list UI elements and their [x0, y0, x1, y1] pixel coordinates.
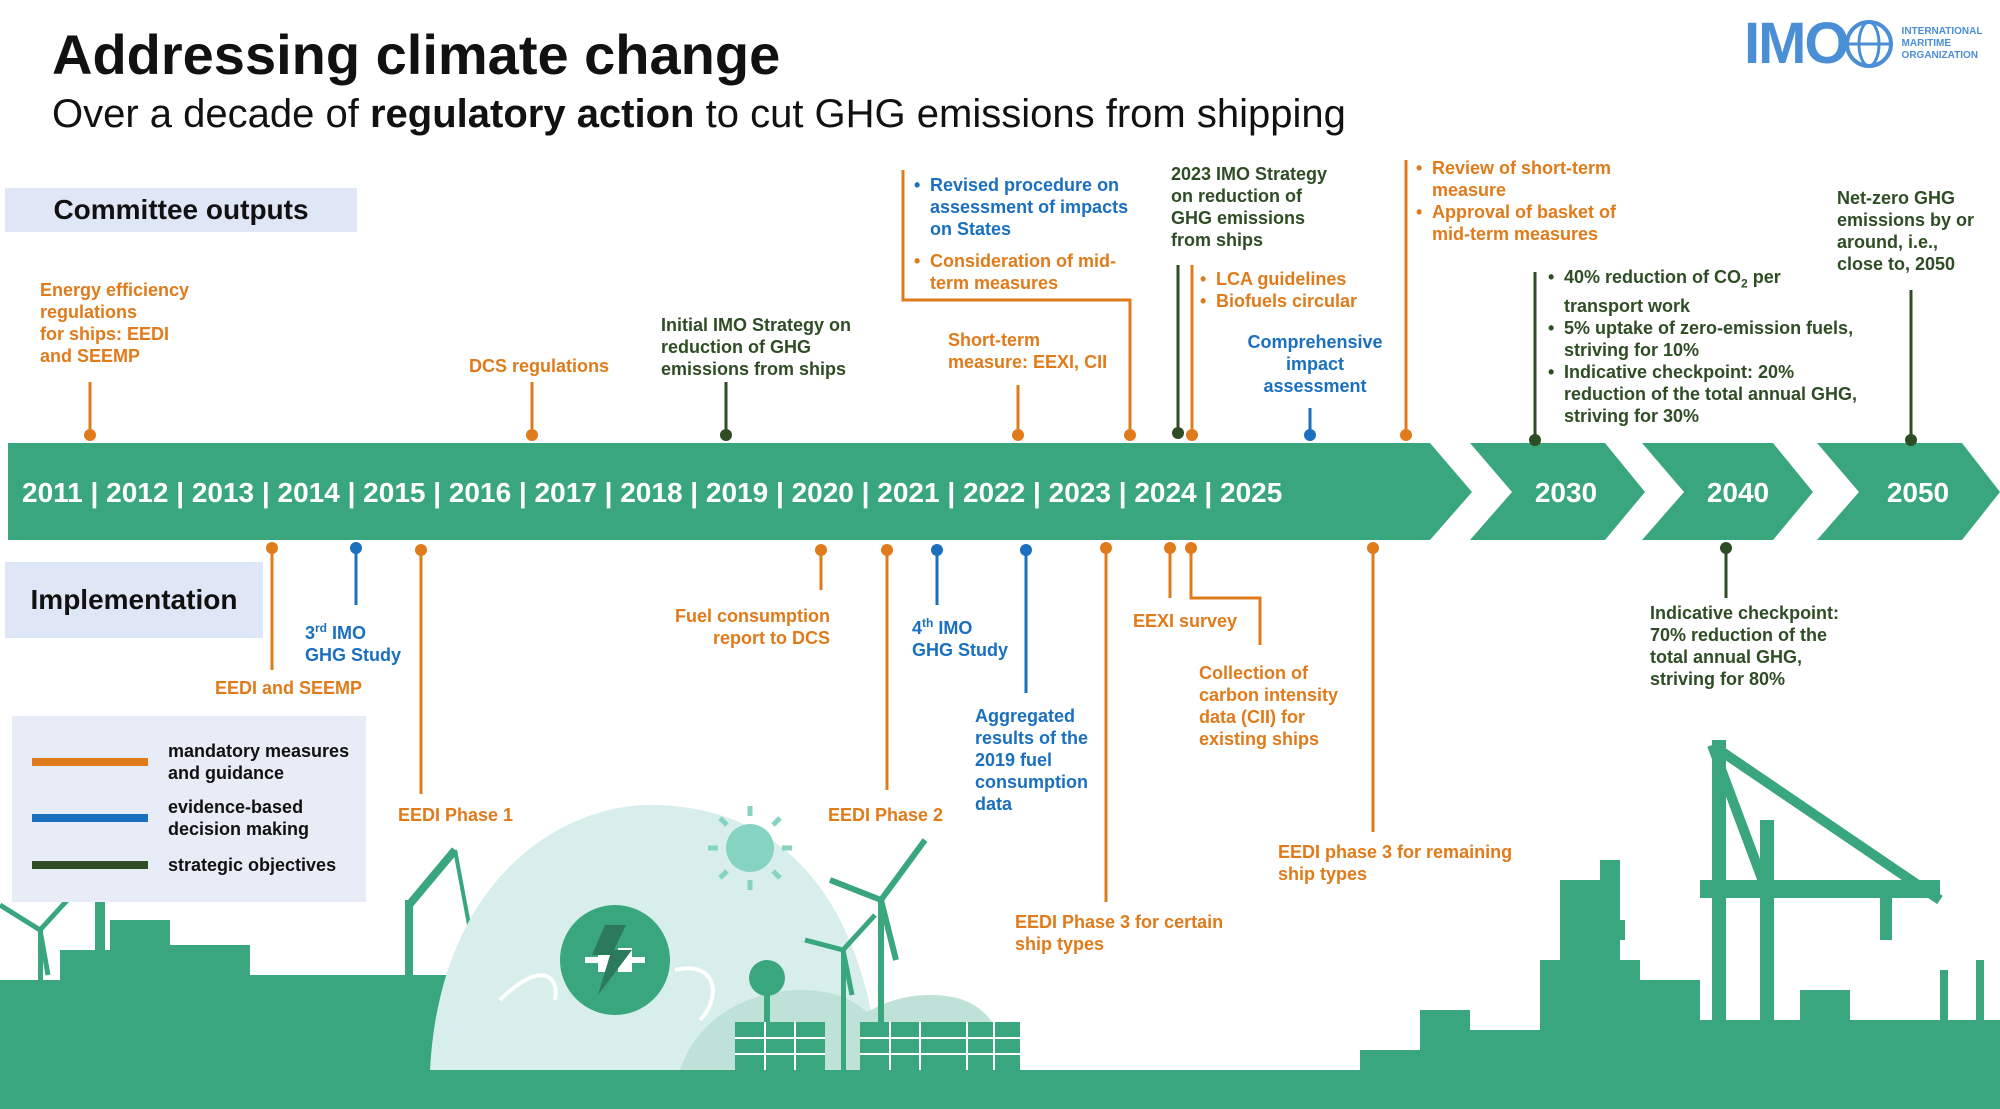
goal-zero-emission-fuels: 5% uptake of zero-emission fuels,strivin…: [1548, 317, 1857, 361]
year-2030: 2030: [1535, 477, 1597, 508]
label-eedi-phase-1: EEDI Phase 1: [398, 805, 514, 825]
committee-outputs-tag: Committee outputs: [5, 188, 357, 232]
label-cii-collection: Collection of carbon intensity data (CII) …: [1199, 663, 1339, 749]
implementation-tag: Implementation: [5, 562, 263, 638]
subtitle-emphasis: regulatory action: [369, 92, 695, 136]
label-dcs-regulations: DCS regulations: [469, 356, 610, 376]
legend-swatch: [32, 758, 148, 766]
legend-item-strategic: strategic objectives: [32, 854, 368, 876]
globe-icon: [1844, 19, 1893, 68]
legend-label: mandatory measures and guidance: [168, 741, 350, 783]
label-4th-ghg-study: 4th IMO GHG Study: [912, 616, 1009, 660]
year-2050: 2050: [1887, 477, 1949, 508]
subtitle-suffix: to cut GHG emissions from shipping: [694, 92, 1346, 136]
label-energy-efficiency: Energy efficiency regulations for ships: E…: [40, 280, 190, 366]
label-net-zero-2050: Net-zero GHG emissions by or around, i.e.,…: [1837, 188, 1975, 274]
legend-item-mandatory: mandatory measures and guidance: [32, 740, 368, 784]
label-eedi-phase-3-remaining: EEDI phase 3 for remaining ship types: [1278, 842, 1513, 884]
logo-line: MARITIME: [1901, 37, 1951, 49]
legend: mandatory measures and guidance evidence…: [12, 716, 366, 902]
subtitle-prefix: Over a decade of: [52, 92, 370, 136]
label-short-term-measure: Short-term measure: EEXI, CII: [948, 330, 1108, 372]
imo-logo-text: INTERNATIONAL MARITIME ORGANIZATION: [1902, 26, 1983, 62]
label-initial-strategy: Initial IMO Strategy on reduction of GHG e…: [661, 315, 852, 379]
label-2023-strategy: 2023 IMO Strategy on reduction of GHG emis…: [1171, 164, 1328, 250]
label-lca-guidelines: LCA guidelines: [1200, 268, 1357, 290]
label-mid-term-consideration: Consideration of mid-term measures: [914, 250, 1128, 294]
arrow-2050: [1817, 443, 2000, 540]
label-fuel-consumption-report: Fuel consumption report to DCS: [675, 606, 830, 648]
label-biofuels-circular: Biofuels circular: [1200, 290, 1357, 312]
label-checkpoint-2040: Indicative checkpoint: 70% reduction of t…: [1650, 603, 1840, 689]
label-eedi-phase-2: EEDI Phase 2: [828, 805, 944, 825]
logo-line: INTERNATIONAL: [1901, 25, 1983, 37]
main-timeline-arrow: [8, 443, 1472, 540]
imo-logo: IMO INTERNATIONAL MARITIME ORGANIZATION: [1744, 10, 1982, 77]
label-comprehensive-impact: Comprehensive impact assessment: [1247, 332, 1383, 396]
label-lca-biofuels: LCA guidelines Biofuels circular: [1198, 268, 1357, 312]
goal-indicative-checkpoint-2030: Indicative checkpoint: 20%reduction of t…: [1548, 361, 1857, 427]
years-2011-2025: 2011 | 2012 | 2013 | 2014 | 2015 | 2016 …: [22, 477, 1282, 508]
legend-label: evidence-based decision making: [168, 797, 310, 839]
year-2040: 2040: [1707, 477, 1769, 508]
page-title: Addressing climate change: [52, 23, 781, 86]
label-eexi-survey: EEXI survey: [1133, 611, 1238, 631]
page-subtitle: Over a decade of regulatory action to cu…: [52, 92, 1346, 137]
legend-label: strategic objectives: [168, 855, 337, 875]
imo-logo-mark: IMO: [1744, 11, 1850, 76]
arrow-2030: [1470, 443, 1645, 540]
label-3rd-ghg-study: 3rd IMO GHG Study: [305, 621, 402, 665]
arrow-2040: [1642, 443, 1813, 540]
label-eedi-seemp: EEDI and SEEMP: [215, 678, 363, 698]
logo-line: ORGANIZATION: [1901, 49, 1979, 61]
legend-swatch: [32, 814, 148, 822]
label-aggregated-results: Aggregated results of the 2019 fuel consump…: [975, 706, 1089, 814]
legend-item-evidence: evidence-based decision making: [32, 796, 368, 840]
legend-swatch: [32, 861, 148, 869]
label-eedi-phase-3-certain: EEDI Phase 3 for certain ship types: [1015, 912, 1224, 954]
landscape-silhouette: [0, 740, 2000, 1109]
